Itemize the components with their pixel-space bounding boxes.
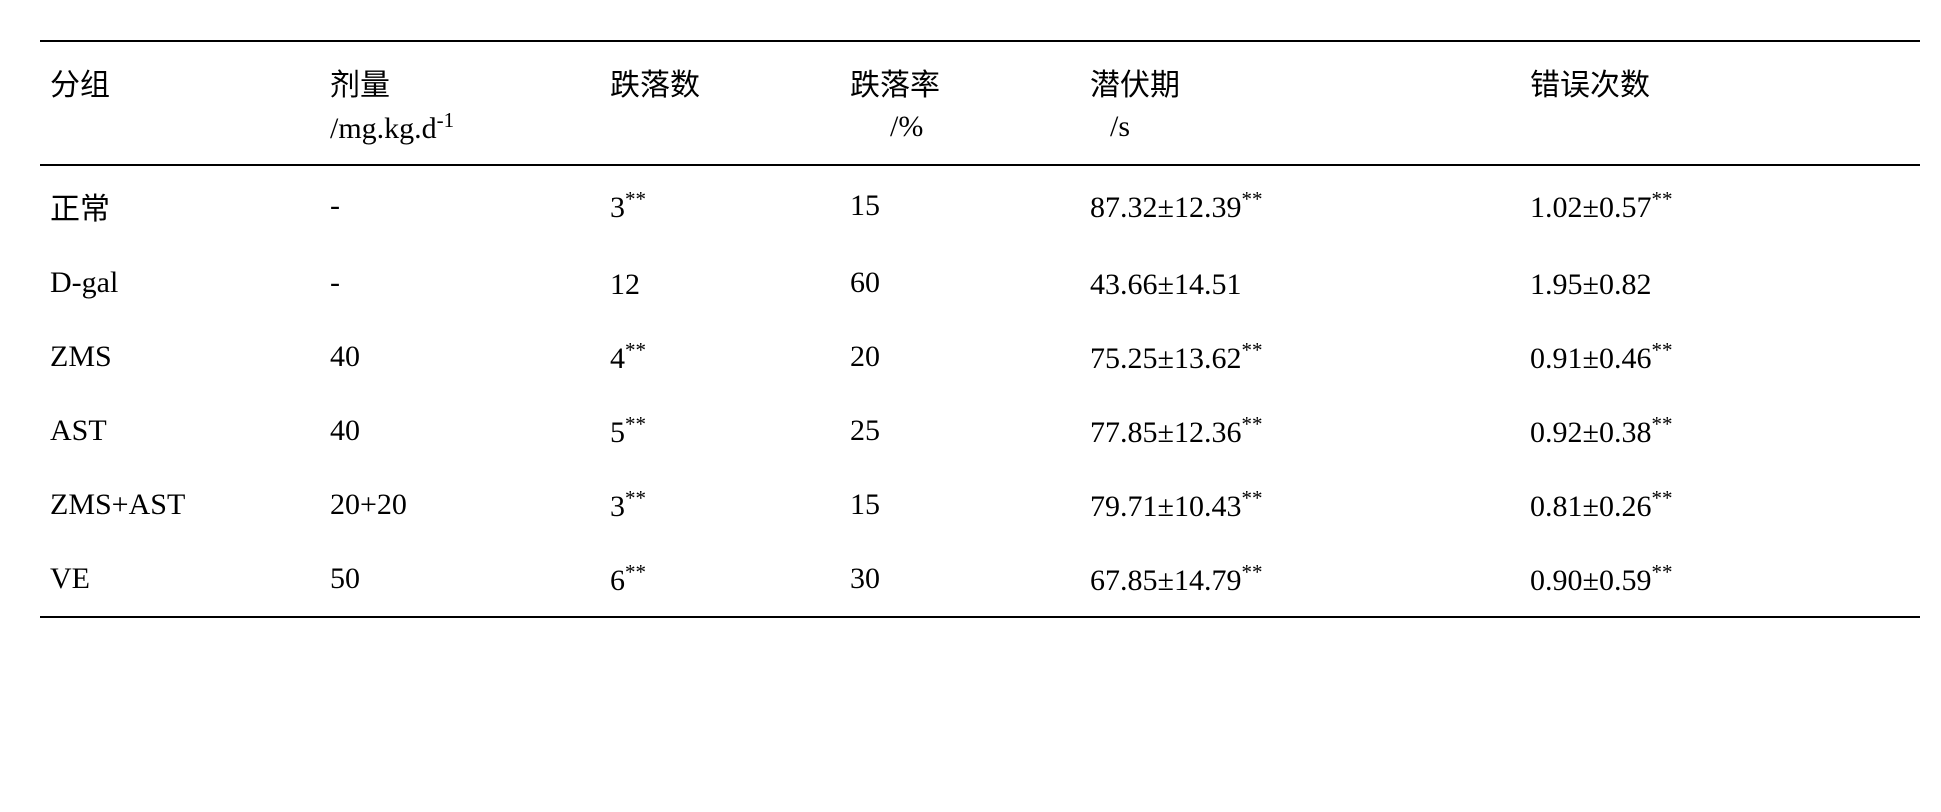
latency-val: 75.25±13.62 [1090,342,1241,375]
cell-latency: 75.25±13.62** [1080,320,1520,394]
errors-sup: ** [1651,338,1672,362]
cell-errors: 0.90±0.59** [1520,542,1920,617]
cell-errors: 0.81±0.26** [1520,468,1920,542]
errors-val: 1.02±0.57 [1530,191,1651,224]
table-row: AST 40 5** 25 77.85±12.36** 0.92±0.38** [40,394,1920,468]
latency-sup: ** [1241,187,1262,211]
falls-sup: ** [625,486,646,510]
data-table: 分组 剂量 跌落数 跌落率 潜伏期 错误次数 /mg.kg.d-1 /% /s … [40,40,1920,618]
cell-rate: 15 [840,468,1080,542]
col-header-falls: 跌落数 [600,41,840,104]
falls-sup: ** [625,338,646,362]
latency-sup: ** [1241,560,1262,584]
latency-val: 43.66±14.51 [1090,268,1241,301]
latency-val: 79.71±10.43 [1090,490,1241,523]
col-header-latency: 潜伏期 [1080,41,1520,104]
falls-val: 4 [610,342,625,375]
cell-falls: 4** [600,320,840,394]
errors-sup: ** [1651,412,1672,436]
cell-group: D-gal [40,246,320,320]
cell-group: VE [40,542,320,617]
cell-latency: 77.85±12.36** [1080,394,1520,468]
header-row-2: /mg.kg.d-1 /% /s [40,104,1920,165]
cell-dose: 40 [320,394,600,468]
col-unit-rate: /% [840,104,1080,165]
dose-unit-text: /mg.kg.d [330,112,437,145]
cell-group: ZMS [40,320,320,394]
cell-latency: 79.71±10.43** [1080,468,1520,542]
table-row: ZMS+AST 20+20 3** 15 79.71±10.43** 0.81±… [40,468,1920,542]
cell-rate: 60 [840,246,1080,320]
cell-dose: 40 [320,320,600,394]
cell-group: 正常 [40,165,320,246]
errors-sup: ** [1651,486,1672,510]
cell-falls: 3** [600,165,840,246]
cell-falls: 3** [600,468,840,542]
cell-errors: 1.95±0.82 [1520,246,1920,320]
cell-rate: 30 [840,542,1080,617]
latency-val: 67.85±14.79 [1090,564,1241,597]
col-header-errors: 错误次数 [1520,41,1920,104]
errors-val: 0.91±0.46 [1530,342,1651,375]
col-header-rate: 跌落率 [840,41,1080,104]
errors-val: 0.81±0.26 [1530,490,1651,523]
table-row: D-gal - 12 60 43.66±14.51 1.95±0.82 [40,246,1920,320]
cell-group: ZMS+AST [40,468,320,542]
falls-sup: ** [625,560,646,584]
cell-falls: 5** [600,394,840,468]
table-row: ZMS 40 4** 20 75.25±13.62** 0.91±0.46** [40,320,1920,394]
header-row-1: 分组 剂量 跌落数 跌落率 潜伏期 错误次数 [40,41,1920,104]
cell-latency: 87.32±12.39** [1080,165,1520,246]
cell-errors: 0.92±0.38** [1520,394,1920,468]
table-row: VE 50 6** 30 67.85±14.79** 0.90±0.59** [40,542,1920,617]
errors-sup: ** [1651,187,1672,211]
cell-falls: 6** [600,542,840,617]
falls-val: 12 [610,268,640,301]
cell-dose: 20+20 [320,468,600,542]
col-header-group: 分组 [40,41,320,104]
cell-rate: 25 [840,394,1080,468]
latency-sup: ** [1241,338,1262,362]
falls-sup: ** [625,187,646,211]
col-unit-group [40,104,320,165]
cell-dose: - [320,165,600,246]
cell-errors: 1.02±0.57** [1520,165,1920,246]
cell-falls: 12 [600,246,840,320]
dose-unit-sup: -1 [437,108,455,132]
col-unit-dose: /mg.kg.d-1 [320,104,600,165]
cell-rate: 20 [840,320,1080,394]
latency-val: 87.32±12.39 [1090,191,1241,224]
col-unit-latency: /s [1080,104,1520,165]
errors-val: 1.95±0.82 [1530,268,1651,301]
cell-group: AST [40,394,320,468]
errors-val: 0.90±0.59 [1530,564,1651,597]
cell-latency: 43.66±14.51 [1080,246,1520,320]
table-row: 正常 - 3** 15 87.32±12.39** 1.02±0.57** [40,165,1920,246]
errors-sup: ** [1651,560,1672,584]
cell-dose: 50 [320,542,600,617]
latency-val: 77.85±12.36 [1090,416,1241,449]
falls-val: 3 [610,490,625,523]
cell-latency: 67.85±14.79** [1080,542,1520,617]
col-header-dose: 剂量 [320,41,600,104]
falls-val: 3 [610,191,625,224]
falls-val: 6 [610,564,625,597]
falls-sup: ** [625,412,646,436]
col-unit-errors [1520,104,1920,165]
latency-sup: ** [1241,486,1262,510]
cell-errors: 0.91±0.46** [1520,320,1920,394]
cell-dose: - [320,246,600,320]
falls-val: 5 [610,416,625,449]
cell-rate: 15 [840,165,1080,246]
col-unit-falls [600,104,840,165]
errors-val: 0.92±0.38 [1530,416,1651,449]
latency-sup: ** [1241,412,1262,436]
